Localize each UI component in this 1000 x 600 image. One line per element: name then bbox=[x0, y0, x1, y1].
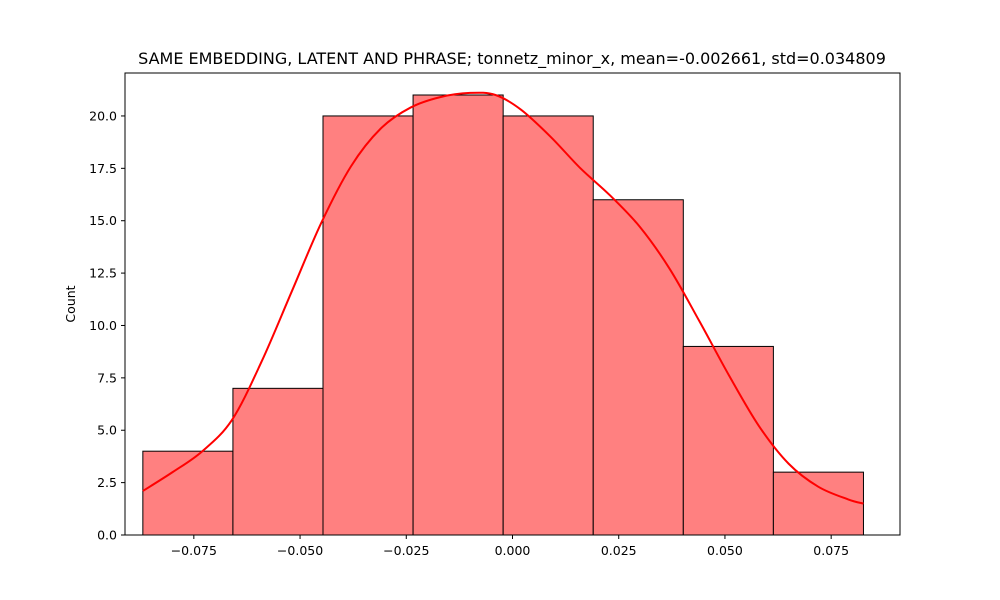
kde-curve bbox=[142, 91, 864, 505]
histogram-bar bbox=[232, 387, 324, 536]
x-tick-label: −0.025 bbox=[383, 543, 429, 558]
y-tick-label: 20.0 bbox=[89, 108, 117, 123]
y-tick-label: 5.0 bbox=[97, 423, 117, 438]
x-tick-label: −0.075 bbox=[171, 543, 217, 558]
histogram-bar bbox=[682, 345, 774, 536]
x-tick-label: 0.075 bbox=[813, 543, 849, 558]
histogram-bar bbox=[412, 94, 504, 536]
histogram-bar bbox=[772, 471, 864, 536]
histogram-bars bbox=[142, 94, 864, 536]
x-tick-label: 0.000 bbox=[495, 543, 531, 558]
y-tick-label: 7.5 bbox=[97, 370, 117, 385]
y-tick-label: 15.0 bbox=[89, 213, 117, 228]
y-tick-label: 2.5 bbox=[97, 475, 117, 490]
x-axis-ticks: −0.075 −0.050 −0.025 0.000 0.025 0.050 0.075 bbox=[171, 535, 849, 558]
histogram-bar bbox=[502, 115, 594, 536]
x-tick-label: −0.050 bbox=[277, 543, 323, 558]
y-tick-label: 12.5 bbox=[89, 266, 117, 281]
y-tick-label: 10.0 bbox=[89, 318, 117, 333]
y-tick-label: 17.5 bbox=[89, 161, 117, 176]
histogram-bar bbox=[142, 450, 234, 536]
y-axis-label: Count bbox=[63, 285, 78, 322]
y-tick-label: 0.0 bbox=[97, 528, 117, 543]
y-axis-ticks: 0.0 2.5 5.0 7.5 10.0 12.5 15.0 17.5 20.0 bbox=[89, 108, 125, 543]
chart-title: SAME EMBEDDING, LATENT AND PHRASE; tonne… bbox=[138, 49, 886, 69]
x-tick-label: 0.025 bbox=[601, 543, 637, 558]
histogram-bar bbox=[592, 199, 684, 536]
histogram-bar bbox=[322, 115, 414, 536]
x-tick-label: 0.050 bbox=[707, 543, 743, 558]
